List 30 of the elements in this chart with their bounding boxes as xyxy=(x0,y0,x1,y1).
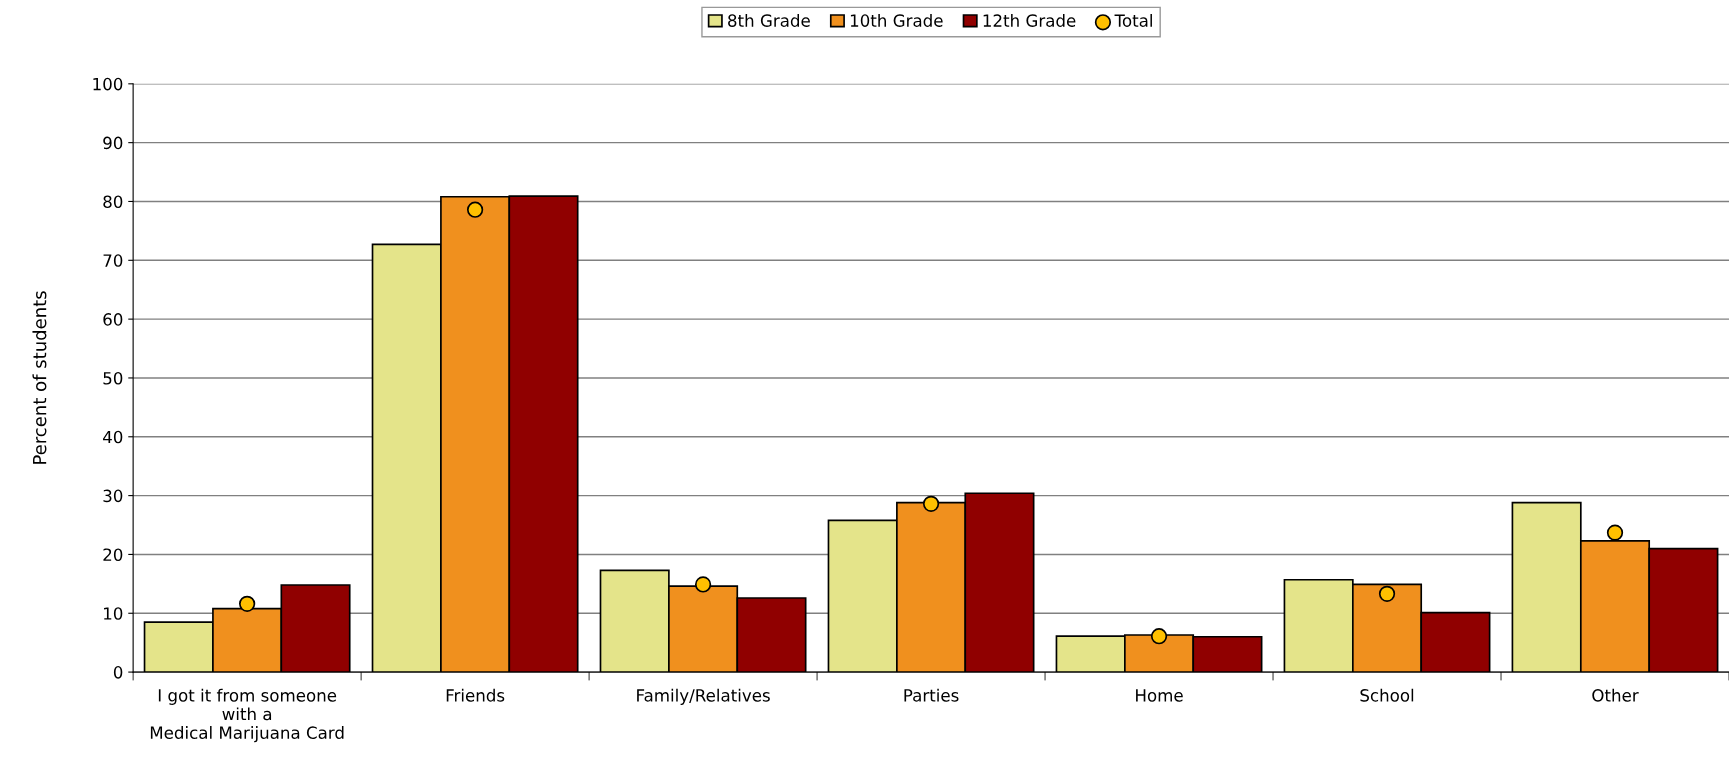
point xyxy=(1150,628,1168,645)
point xyxy=(1606,524,1624,541)
y-tick-label: 100 xyxy=(93,77,123,91)
x-tick-label: Home xyxy=(1136,689,1183,702)
point xyxy=(1378,585,1396,602)
y-tick-label: 60 xyxy=(103,313,123,326)
x-tick-label: School xyxy=(1360,688,1414,702)
y-tick-label: 10 xyxy=(104,607,123,620)
point xyxy=(694,576,712,593)
legend-label: Total xyxy=(1114,13,1152,27)
point xyxy=(466,201,484,218)
y-axis-title: Percent of students xyxy=(32,291,47,464)
y-tick-label: 20 xyxy=(103,548,123,561)
legend-label: 10th Grade xyxy=(850,13,943,27)
legend-label: 8th Grade xyxy=(728,13,810,27)
y-tick-label: 0 xyxy=(113,666,123,679)
legend-label: 12th Grade xyxy=(983,13,1076,27)
y-tick-label: 80 xyxy=(103,195,123,209)
x-tick-label: Family/Relatives xyxy=(637,688,770,705)
x-tick-label: Parties xyxy=(904,688,959,702)
y-tick-label: 50 xyxy=(103,371,123,385)
point xyxy=(239,595,256,612)
x-tick-label: Friends xyxy=(446,688,505,702)
y-tick-label: 70 xyxy=(103,254,123,267)
y-tick-label: 90 xyxy=(103,136,123,150)
x-tick-label: I got it from someone with a Medical Marijuana Card xyxy=(150,688,344,743)
x-tick-label: Other xyxy=(1592,688,1639,702)
y-tick-label: 30 xyxy=(103,489,123,503)
point xyxy=(922,495,940,512)
y-tick-label: 40 xyxy=(103,430,123,444)
